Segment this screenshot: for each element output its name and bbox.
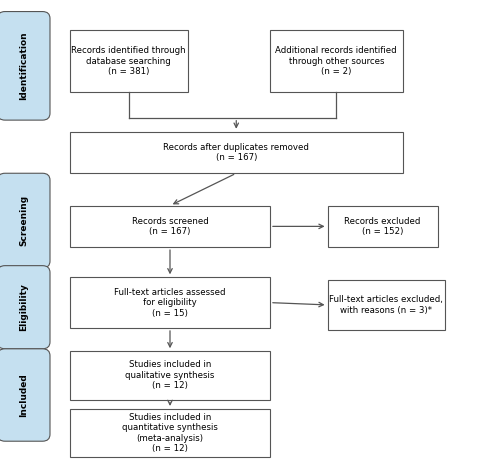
- FancyBboxPatch shape: [328, 280, 445, 330]
- Text: Eligibility: Eligibility: [19, 283, 28, 331]
- FancyBboxPatch shape: [70, 277, 270, 328]
- FancyBboxPatch shape: [328, 206, 438, 247]
- FancyBboxPatch shape: [0, 266, 50, 349]
- Text: Identification: Identification: [19, 31, 28, 100]
- FancyBboxPatch shape: [70, 409, 270, 457]
- Text: Records excluded
(n = 152): Records excluded (n = 152): [344, 217, 420, 236]
- Text: Additional records identified
through other sources
(n = 2): Additional records identified through ot…: [276, 46, 397, 76]
- Text: Records screened
(n = 167): Records screened (n = 167): [132, 217, 208, 236]
- Text: Full-text articles excluded,
with reasons (n = 3)*: Full-text articles excluded, with reason…: [330, 295, 443, 315]
- FancyBboxPatch shape: [70, 30, 188, 92]
- FancyBboxPatch shape: [0, 173, 50, 268]
- FancyBboxPatch shape: [0, 12, 50, 120]
- Text: Screening: Screening: [19, 195, 28, 246]
- FancyBboxPatch shape: [0, 349, 50, 441]
- Text: Studies included in
qualitative synthesis
(n = 12): Studies included in qualitative synthesi…: [126, 360, 214, 390]
- Text: Records identified through
database searching
(n = 381): Records identified through database sear…: [72, 46, 186, 76]
- Text: Full-text articles assessed
for eligibility
(n = 15): Full-text articles assessed for eligibil…: [114, 288, 226, 317]
- Text: Records after duplicates removed
(n = 167): Records after duplicates removed (n = 16…: [164, 143, 309, 162]
- FancyBboxPatch shape: [70, 351, 270, 400]
- FancyBboxPatch shape: [70, 206, 270, 247]
- Text: Included: Included: [19, 373, 28, 417]
- FancyBboxPatch shape: [70, 132, 402, 173]
- FancyBboxPatch shape: [270, 30, 402, 92]
- Text: Studies included in
quantitative synthesis
(meta-analysis)
(n = 12): Studies included in quantitative synthes…: [122, 413, 218, 453]
